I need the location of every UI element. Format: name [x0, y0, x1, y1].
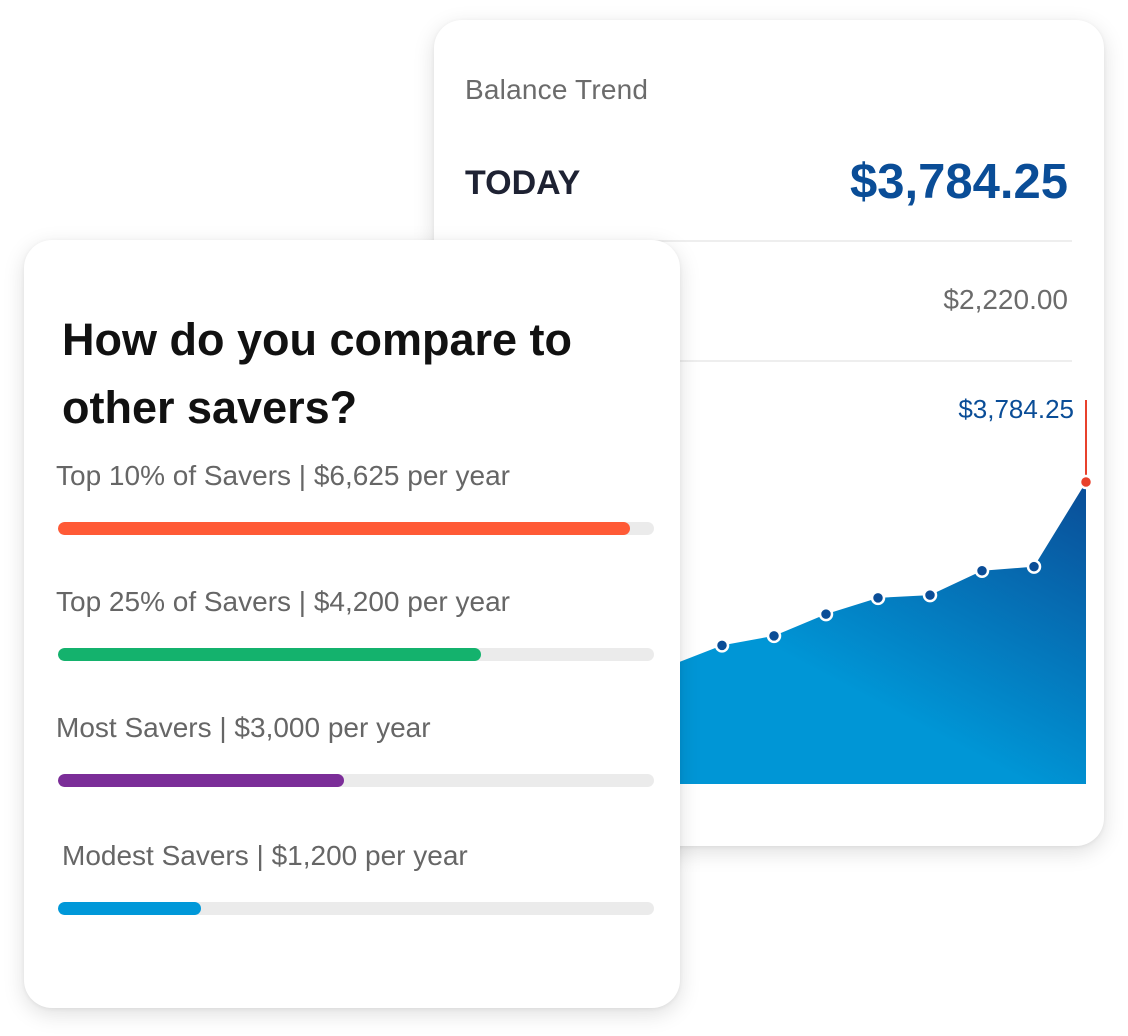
current-value-point: [1078, 474, 1094, 490]
saver-tier-row: Modest Savers | $1,200 per year: [58, 840, 654, 915]
divider: [465, 240, 1072, 242]
saver-tier-progress-track: [58, 774, 654, 787]
saver-tier-label: Top 25% of Savers | $4,200 per year: [56, 586, 510, 617]
saver-tier-progress-fill: [58, 902, 202, 915]
balance-trend-title: Balance Trend: [465, 74, 649, 105]
saver-tier-progress-track: [58, 648, 654, 661]
data-point: [870, 590, 886, 606]
saver-tier-label: Most Savers | $3,000 per year: [56, 712, 431, 743]
saver-tier-progress-fill: [58, 774, 345, 787]
saver-tier-progress-track: [58, 902, 654, 915]
data-point: [818, 606, 834, 622]
saver-tier-progress-fill: [58, 648, 482, 661]
saver-tier-label: Top 10% of Savers | $6,625 per year: [56, 460, 510, 491]
data-point: [766, 628, 782, 644]
saver-tier-label: Modest Savers | $1,200 per year: [62, 840, 468, 871]
saver-tier-row: Top 25% of Savers | $4,200 per year: [56, 586, 654, 661]
saver-tier-row: Top 10% of Savers | $6,625 per year: [56, 460, 654, 535]
previous-balance-value: $2,220.00: [943, 284, 1068, 315]
saver-tier-row: Most Savers | $3,000 per year: [56, 712, 654, 787]
saver-tier-progress-fill: [58, 522, 631, 535]
data-point: [922, 587, 938, 603]
current-value-data-label: $3,784.25: [958, 394, 1074, 424]
compare-title: How do you compare to other savers?: [62, 314, 573, 433]
compare-savers-card: How do you compare to other savers? Top …: [24, 240, 680, 1008]
data-point: [714, 638, 730, 653]
today-label: TODAY: [465, 164, 581, 202]
data-point: [1026, 559, 1042, 574]
data-point: [974, 563, 990, 578]
saver-tier-progress-track: [58, 522, 654, 535]
today-balance-value: $3,784.25: [850, 155, 1068, 209]
divider: [465, 360, 1072, 362]
